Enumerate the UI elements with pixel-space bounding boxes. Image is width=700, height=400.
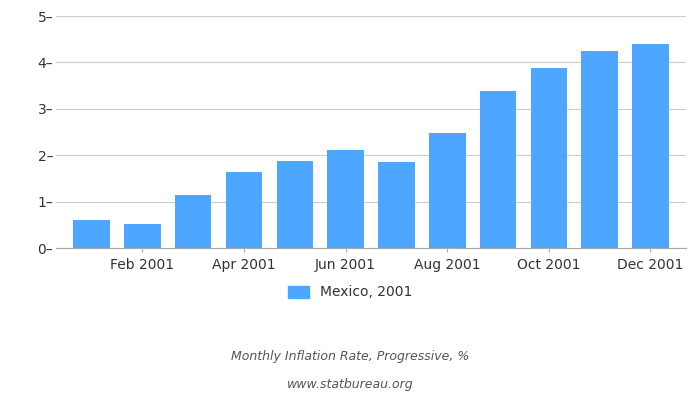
Legend: Mexico, 2001: Mexico, 2001 — [282, 280, 418, 305]
Text: www.statbureau.org: www.statbureau.org — [287, 378, 413, 391]
Bar — [429, 133, 466, 248]
Bar — [328, 150, 364, 248]
Bar — [74, 220, 110, 248]
Bar — [378, 162, 414, 248]
Bar — [531, 68, 567, 248]
Bar — [276, 161, 313, 248]
Bar — [632, 44, 668, 248]
Text: Monthly Inflation Rate, Progressive, %: Monthly Inflation Rate, Progressive, % — [231, 350, 469, 363]
Bar — [124, 224, 161, 248]
Bar — [581, 51, 618, 248]
Bar — [225, 172, 262, 248]
Bar — [175, 195, 211, 248]
Bar — [480, 91, 517, 248]
